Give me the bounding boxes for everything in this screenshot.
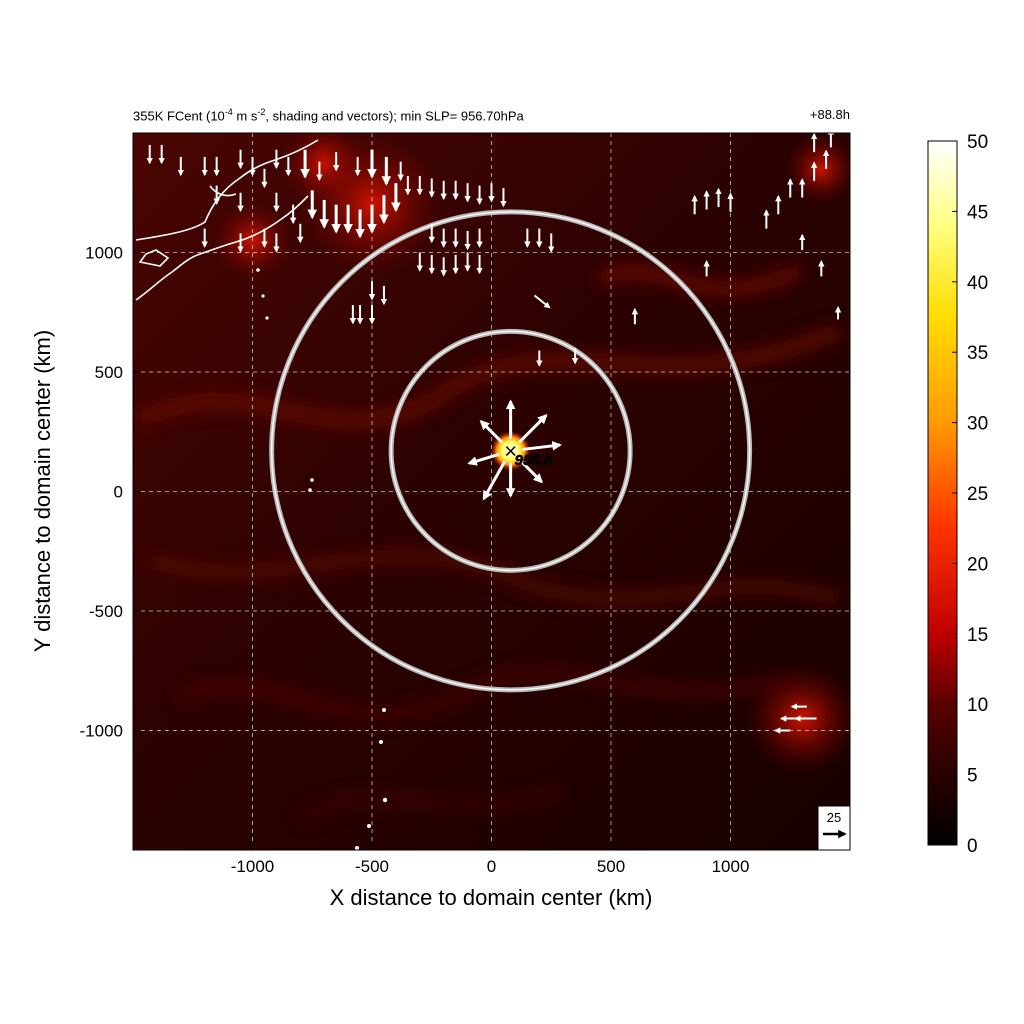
vector-arrow: [479, 420, 504, 444]
colorbar-tick-label: 10: [967, 695, 988, 716]
colorbar-tick-label: 45: [967, 202, 988, 223]
vector-arrow: [533, 294, 551, 309]
colorbar-ticks: 0 5 10 15 20 25 30 35 40 45 50: [952, 132, 988, 857]
x-tick-label: 1000: [712, 857, 750, 876]
reference-vector-label: 25: [827, 810, 841, 825]
min-slp-label: 956.8: [515, 452, 553, 469]
fcent-vectors: [146, 133, 842, 734]
coastline: [135, 139, 319, 301]
x-tick-label: -500: [355, 857, 389, 876]
high-value-region: [785, 133, 850, 205]
colorbar-tick-label: 25: [967, 484, 988, 505]
storm-center-marker: × 956.8: [504, 438, 553, 469]
y-tick-label: 1000: [85, 244, 123, 263]
x-tick-label: 0: [487, 857, 496, 876]
colorbar-tick-label: 15: [967, 625, 988, 646]
colorbar-tick-label: 35: [967, 343, 988, 364]
colorbar-tick-label: 20: [967, 554, 988, 575]
y-axis-label: Y distance to domain center (km): [30, 330, 55, 652]
vector-arrow: [467, 452, 500, 466]
y-tick-label: 500: [95, 363, 123, 382]
range-rings: [269, 209, 753, 693]
vector-arrow: [482, 460, 507, 501]
high-value-regions: [213, 133, 850, 776]
reference-vector-key: 25: [817, 805, 851, 851]
shading-texture: [135, 262, 844, 826]
island-markers: [256, 268, 388, 850]
y-axis-ticks: -1000 -500 0 500 1000: [80, 244, 140, 741]
colorbar-tick-label: 50: [967, 132, 988, 153]
colorbar: 0 5 10 15 20 25 30 35 40 45 50: [927, 132, 988, 857]
y-tick-label: -500: [89, 602, 123, 621]
x-axis-label: X distance to domain center (km): [330, 885, 653, 910]
range-ring-inner-1000: [270, 211, 751, 691]
forecast-time-label: +88.8h: [809, 107, 850, 122]
x-axis-ticks: -1000 -500 0 500 1000: [231, 843, 750, 876]
plot-title: 355K FCent (10-4 m s-2, shading and vect…: [133, 107, 524, 124]
colorbar-tick-label: 40: [967, 273, 988, 294]
vector-arrow: [518, 458, 543, 484]
vector-arrow: [518, 414, 548, 444]
svg-text:×: ×: [504, 438, 517, 463]
x-tick-label: 500: [597, 857, 625, 876]
colorbar-tick-label: 0: [967, 836, 978, 857]
y-tick-label: -1000: [80, 722, 123, 741]
vector-arrow: [522, 441, 562, 451]
range-ring-inner-500: [390, 330, 631, 572]
y-tick-label: 0: [114, 483, 123, 502]
x-tick-label: -1000: [231, 857, 274, 876]
colorbar-tick-label: 5: [967, 766, 978, 787]
colorbar-tick-label: 30: [967, 414, 988, 435]
